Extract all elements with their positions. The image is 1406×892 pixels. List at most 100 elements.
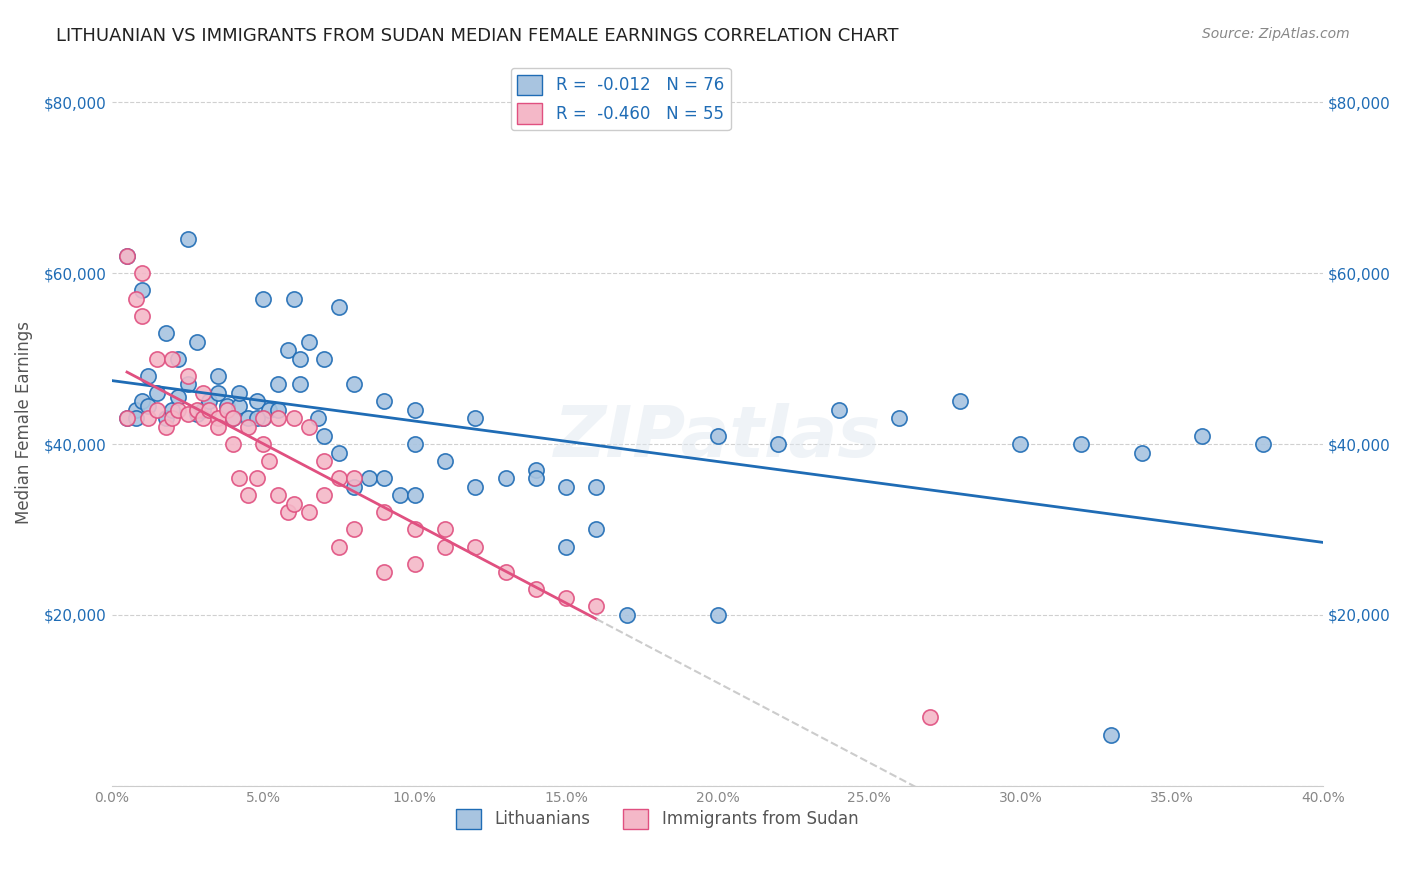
Point [1099, 727, 1122, 741]
Point [298, 420, 321, 434]
Point [359, 471, 381, 485]
Point [252, 292, 274, 306]
Point [388, 488, 411, 502]
Point [288, 377, 311, 392]
Point [706, 428, 728, 442]
Point [131, 283, 153, 297]
Point [176, 232, 198, 246]
Y-axis label: Median Female Earnings: Median Female Earnings [15, 321, 32, 524]
Point [207, 411, 229, 425]
Point [131, 394, 153, 409]
Point [1070, 437, 1092, 451]
Point [404, 488, 426, 502]
Text: Source: ZipAtlas.com: Source: ZipAtlas.com [1202, 27, 1350, 41]
Point [228, 471, 250, 485]
Point [197, 403, 219, 417]
Point [115, 411, 138, 425]
Point [176, 377, 198, 392]
Point [1130, 445, 1153, 459]
Point [343, 471, 366, 485]
Point [328, 301, 350, 315]
Point [433, 540, 456, 554]
Point [267, 377, 290, 392]
Point [1010, 437, 1032, 451]
Point [125, 403, 148, 417]
Point [267, 411, 290, 425]
Point [433, 454, 456, 468]
Point [125, 292, 148, 306]
Point [373, 394, 395, 409]
Point [312, 351, 335, 366]
Point [115, 249, 138, 263]
Point [464, 411, 486, 425]
Point [307, 411, 329, 425]
Point [555, 480, 578, 494]
Point [222, 411, 245, 425]
Point [298, 334, 321, 349]
Point [131, 266, 153, 280]
Point [267, 403, 290, 417]
Point [259, 454, 281, 468]
Point [246, 471, 269, 485]
Point [228, 385, 250, 400]
Point [146, 385, 169, 400]
Point [288, 351, 311, 366]
Point [155, 411, 177, 425]
Point [283, 292, 305, 306]
Point [246, 411, 269, 425]
Point [186, 407, 208, 421]
Point [215, 403, 238, 417]
Text: LITHUANIAN VS IMMIGRANTS FROM SUDAN MEDIAN FEMALE EARNINGS CORRELATION CHART: LITHUANIAN VS IMMIGRANTS FROM SUDAN MEDI… [56, 27, 898, 45]
Point [343, 523, 366, 537]
Point [115, 411, 138, 425]
Point [236, 411, 259, 425]
Point [167, 403, 190, 417]
Point [167, 351, 190, 366]
Point [115, 249, 138, 263]
Point [524, 463, 547, 477]
Point [207, 368, 229, 383]
Point [131, 309, 153, 323]
Point [312, 454, 335, 468]
Point [949, 394, 972, 409]
Point [136, 399, 159, 413]
Point [186, 334, 208, 349]
Point [186, 403, 208, 417]
Point [162, 411, 184, 425]
Point [276, 505, 298, 519]
Point [191, 411, 214, 425]
Point [259, 403, 281, 417]
Point [373, 505, 395, 519]
Point [252, 411, 274, 425]
Point [246, 394, 269, 409]
Point [616, 607, 638, 622]
Point [404, 403, 426, 417]
Point [766, 437, 789, 451]
Point [404, 523, 426, 537]
Legend: Lithuanians, Immigrants from Sudan: Lithuanians, Immigrants from Sudan [449, 802, 865, 836]
Point [146, 403, 169, 417]
Point [176, 407, 198, 421]
Point [433, 523, 456, 537]
Point [828, 403, 851, 417]
Point [236, 420, 259, 434]
Point [404, 557, 426, 571]
Point [1251, 437, 1274, 451]
Point [343, 377, 366, 392]
Point [162, 403, 184, 417]
Point [464, 480, 486, 494]
Point [252, 411, 274, 425]
Point [706, 607, 728, 622]
Point [155, 420, 177, 434]
Point [222, 411, 245, 425]
Point [167, 390, 190, 404]
Point [495, 471, 517, 485]
Point [136, 368, 159, 383]
Point [343, 480, 366, 494]
Point [236, 488, 259, 502]
Point [312, 428, 335, 442]
Point [373, 471, 395, 485]
Point [328, 445, 350, 459]
Point [215, 399, 238, 413]
Point [125, 411, 148, 425]
